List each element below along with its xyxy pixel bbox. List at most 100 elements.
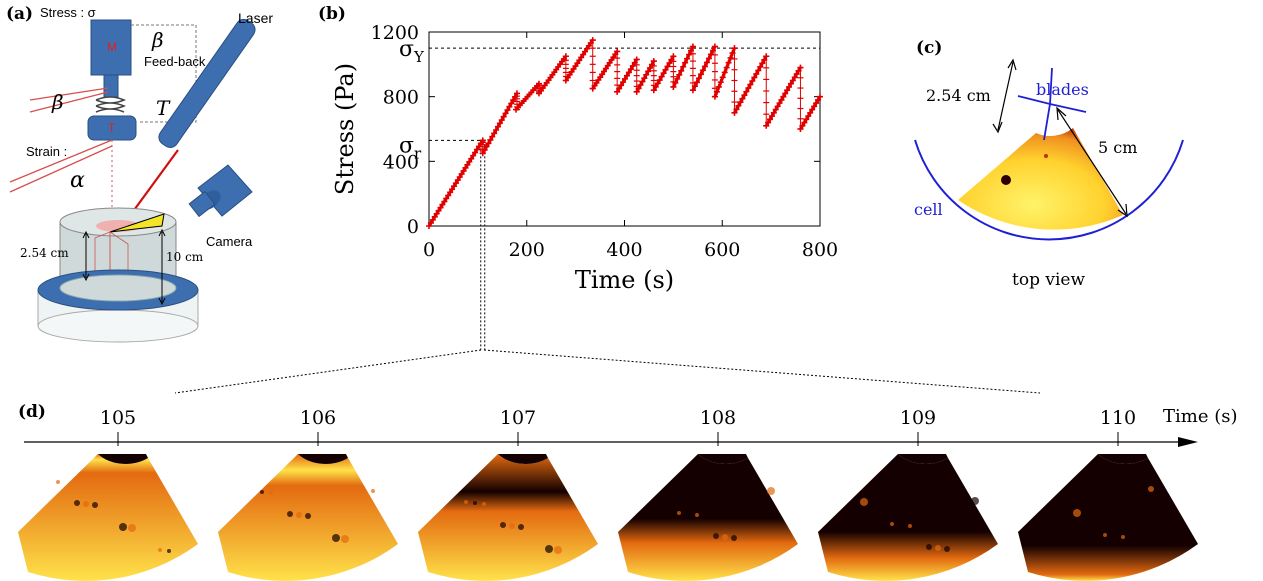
- snapshot-speckle: [341, 535, 349, 543]
- data-line: [652, 55, 675, 91]
- motor-shaft: [103, 74, 119, 98]
- snapshot-speckle: [1139, 485, 1145, 491]
- snapshot-speckle: [482, 502, 486, 506]
- snapshot-speckle: [56, 480, 60, 484]
- time-tick-label: 106: [300, 407, 336, 429]
- data-segment: [562, 37, 596, 90]
- transducer-label: T: [108, 121, 116, 135]
- timeline-axis-label: Time (s): [1163, 406, 1238, 427]
- snapshot-speckle: [296, 512, 302, 518]
- data-segment: [797, 93, 823, 132]
- snapshot-speckle: [731, 535, 737, 541]
- blades-icon: [1017, 67, 1087, 141]
- snapshot-fan: [18, 454, 198, 581]
- data-line: [481, 92, 519, 154]
- camera-label: Camera: [206, 234, 253, 249]
- snapshot-speckle: [944, 546, 950, 552]
- data-segment: [589, 48, 621, 93]
- data-line: [427, 139, 485, 227]
- data-line: [564, 39, 594, 82]
- data-line: [591, 50, 619, 90]
- snapshot-speckle: [545, 545, 553, 553]
- reference-label: σY: [399, 37, 425, 66]
- y-tick-label: 800: [383, 87, 419, 109]
- y-tick-label: 1200: [371, 22, 419, 44]
- snapshot-speckle: [287, 511, 293, 517]
- snapshot-notch: [698, 454, 748, 464]
- snapshot-speckle: [554, 546, 562, 554]
- sample-sector: [958, 128, 1123, 230]
- motor-label: M: [107, 40, 117, 54]
- time-tick-label: 108: [700, 407, 736, 429]
- snapshot-speckle: [1148, 486, 1154, 492]
- snapshot-speckle: [1112, 534, 1116, 538]
- snapshot-speckle: [722, 534, 728, 540]
- x-tick-label: 800: [802, 239, 838, 261]
- data-line: [799, 95, 822, 130]
- laser-icon: [158, 18, 256, 148]
- data-segment: [512, 80, 542, 113]
- panel-b-label: (b): [318, 4, 346, 24]
- snapshot-speckle: [677, 511, 681, 515]
- zoom-line-right: [483, 349, 1041, 394]
- snapshot-speckle: [371, 489, 375, 493]
- snapshot-speckle: [332, 534, 340, 542]
- small-spot: [1044, 154, 1048, 158]
- rheometer-setup-diagram: [9, 18, 256, 343]
- time-tick-label: 110: [1100, 407, 1136, 429]
- x-tick-label: 0: [423, 239, 435, 261]
- data-line: [733, 55, 768, 114]
- x-tick-label: 600: [704, 239, 740, 261]
- snapshot-notch: [1098, 454, 1148, 464]
- top-view-caption: top view: [1012, 270, 1086, 290]
- data-line: [537, 55, 568, 95]
- torque-label: T: [156, 96, 170, 120]
- y-axis-label: Stress (Pa): [331, 63, 359, 195]
- dimension-arrows: [992, 58, 1128, 218]
- data-line: [514, 82, 541, 111]
- snapshot-timeline: 105 106 107 108 109 110: [18, 349, 1198, 581]
- stress-time-chart: 0 200 400 600 800 0 400 800 1200 Time (s) Stress (…: [331, 22, 838, 350]
- snapshot-speckle: [860, 498, 868, 506]
- snapshot-speckle: [473, 501, 477, 505]
- height-small-label: 2.54 cm: [20, 246, 69, 260]
- snapshot-speckle: [74, 500, 80, 506]
- dark-spot: [1001, 175, 1011, 185]
- data-line: [691, 45, 717, 91]
- snapshot-speckle: [1121, 535, 1125, 539]
- snapshot-speckle: [128, 524, 136, 532]
- snapshot-notch: [298, 454, 348, 464]
- data-line: [713, 47, 736, 98]
- snapshot-notch: [498, 454, 548, 464]
- beta-line-1: [29, 87, 109, 101]
- spring: [95, 96, 126, 113]
- snapshot-speckle: [1103, 533, 1107, 537]
- top-view-diagram: [914, 58, 1184, 241]
- snapshot-speckle: [926, 544, 932, 550]
- data-segment: [711, 45, 738, 114]
- data-segment: [426, 137, 486, 229]
- snapshot-speckle: [158, 548, 162, 552]
- snapshot-speckle: [890, 522, 894, 526]
- data-segment: [689, 43, 718, 98]
- sample-cell: [37, 207, 199, 343]
- snapshot-speckle: [908, 524, 912, 528]
- snapshot-fan: [418, 454, 598, 581]
- beta-line-2: [29, 91, 109, 113]
- data-segment: [479, 90, 520, 157]
- cell-wall-arc: [914, 139, 1184, 241]
- snapshot-fan: [1018, 454, 1198, 581]
- panel-a: (a) Stress : σ Laser β Feed-back M T β T…: [0, 0, 300, 360]
- panel-a-label: (a): [6, 4, 34, 24]
- time-tick-label: 109: [900, 407, 936, 429]
- alpha-label: α: [70, 168, 85, 193]
- snapshot-fan: [818, 454, 998, 581]
- snapshot-speckle: [1064, 508, 1072, 516]
- data-segment: [614, 56, 640, 95]
- snapshot-speckle: [269, 491, 273, 495]
- snapshot-fan: [618, 454, 798, 581]
- snapshot-notch: [98, 454, 148, 464]
- data-segment: [731, 53, 770, 127]
- beta-top-label: β: [152, 28, 164, 52]
- snapshot-speckle: [1073, 509, 1081, 517]
